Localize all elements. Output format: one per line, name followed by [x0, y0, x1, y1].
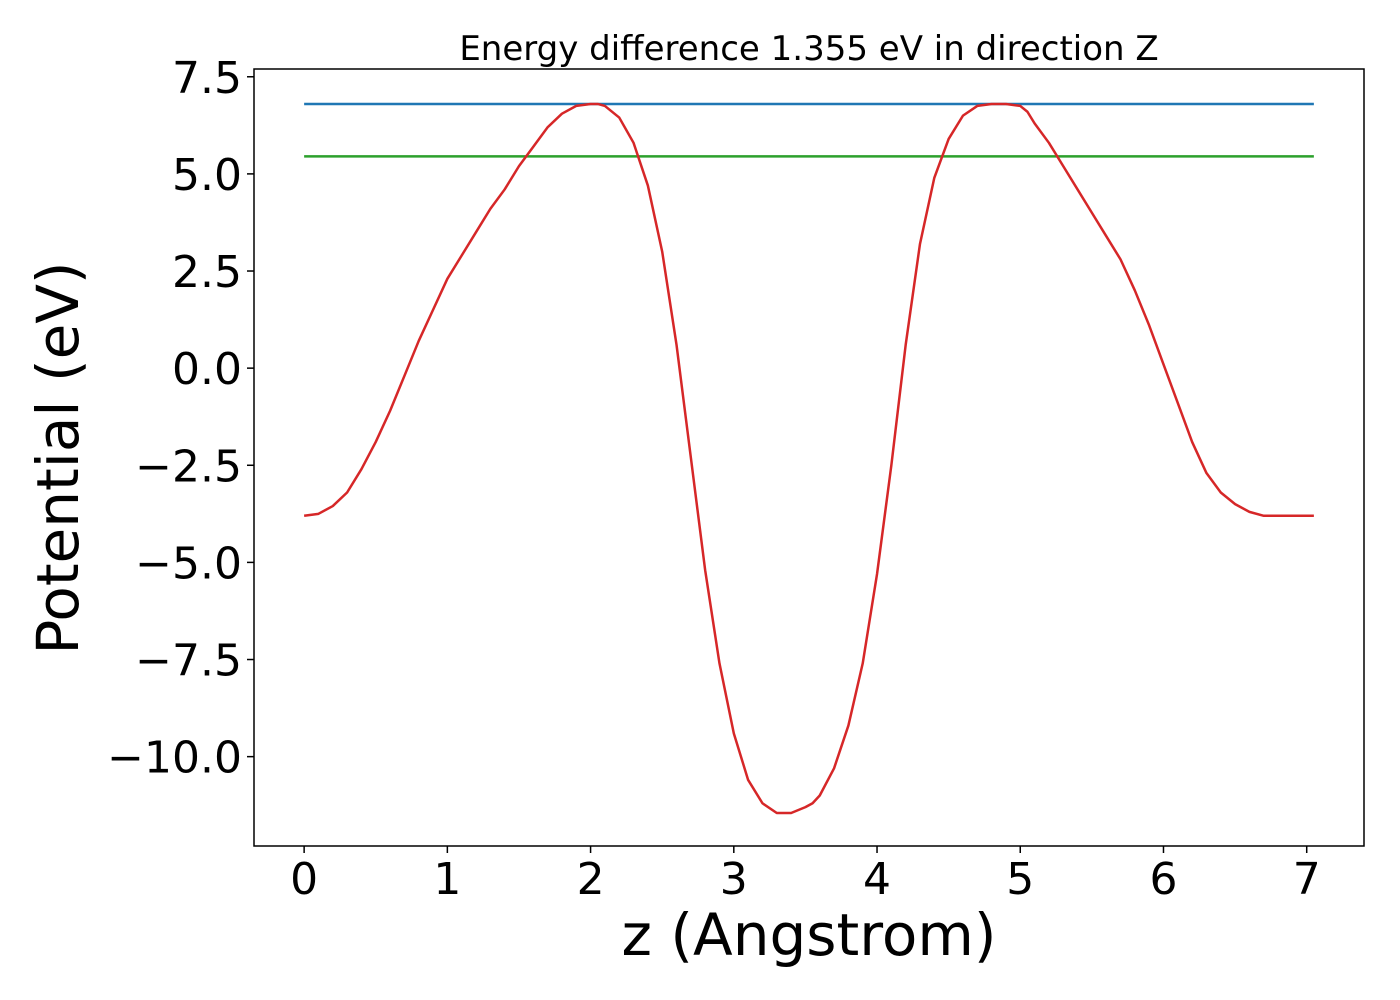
y-tick-label: −10.0	[107, 733, 242, 784]
plot-layer	[303, 102, 1314, 815]
x-axis: 0 1 2 3 4 5 6 7	[290, 846, 1321, 905]
series-line-2	[303, 102, 1314, 815]
y-tick-label: −5.0	[135, 538, 242, 589]
y-axis: −10.0 −7.5 −5.0 −2.5 0.0 2.5 5.0 7.5	[107, 53, 254, 784]
x-axis-label: z (Angstrom)	[622, 901, 997, 969]
y-tick-label: 0.0	[172, 344, 242, 395]
x-tick-label: 3	[720, 854, 748, 905]
y-tick-label: −7.5	[135, 636, 242, 687]
x-tick-label: 6	[1149, 854, 1177, 905]
x-tick-label: 0	[290, 854, 318, 905]
x-tick-label: 1	[433, 854, 461, 905]
x-tick-label: 2	[577, 854, 605, 905]
y-tick-label: 5.0	[172, 150, 242, 201]
x-tick-label: 7	[1293, 854, 1321, 905]
y-tick-label: 2.5	[172, 247, 242, 298]
y-axis-label: Potential (eV)	[24, 261, 92, 654]
x-tick-label: 4	[863, 854, 891, 905]
plot-frame	[253, 68, 1365, 847]
chart-title: Energy difference 1.355 eV in direction …	[459, 29, 1158, 69]
y-tick-label: −2.5	[135, 441, 242, 492]
x-tick-label: 5	[1006, 854, 1034, 905]
y-tick-label: 7.5	[172, 53, 242, 104]
